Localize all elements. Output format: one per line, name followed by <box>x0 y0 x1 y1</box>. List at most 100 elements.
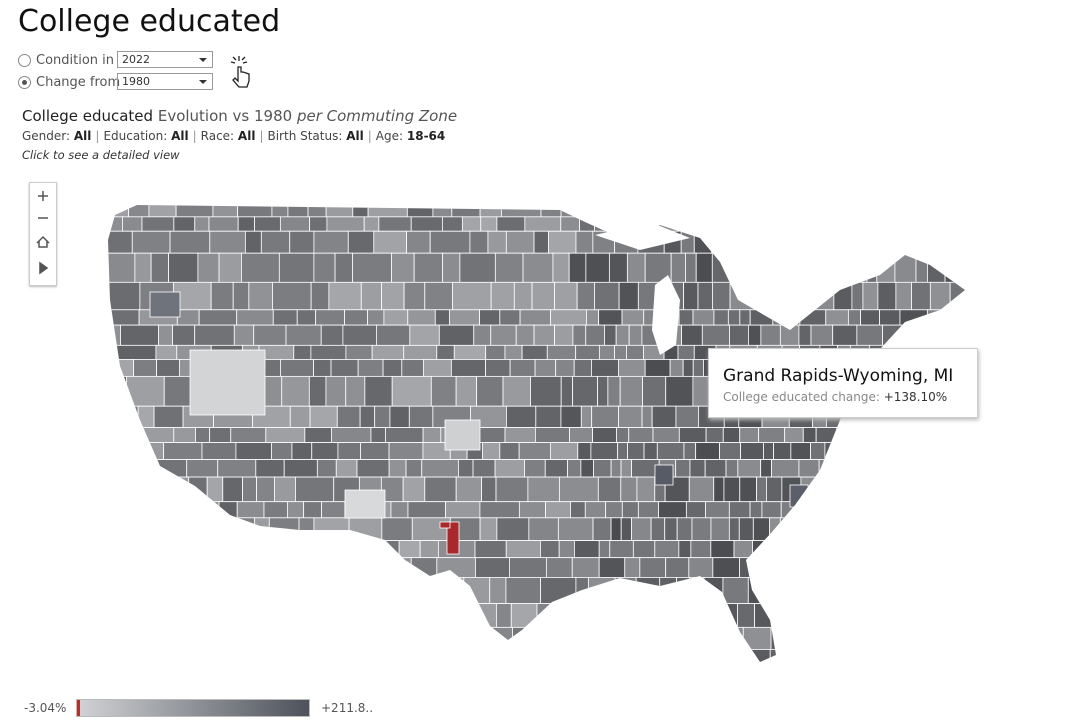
region[interactable] <box>896 603 925 628</box>
region[interactable] <box>598 603 611 628</box>
region[interactable] <box>701 324 730 346</box>
region[interactable] <box>747 195 766 218</box>
region[interactable] <box>339 603 380 628</box>
region[interactable] <box>567 459 582 478</box>
region[interactable] <box>378 216 412 232</box>
region[interactable] <box>351 557 372 578</box>
region[interactable] <box>792 252 808 283</box>
region[interactable] <box>664 517 678 541</box>
region[interactable] <box>378 603 409 628</box>
region[interactable] <box>100 540 126 559</box>
region[interactable] <box>505 577 541 605</box>
region[interactable] <box>536 603 557 628</box>
region[interactable] <box>866 252 878 283</box>
region[interactable] <box>909 459 938 478</box>
region[interactable] <box>952 517 980 541</box>
region[interactable] <box>637 603 654 628</box>
region[interactable] <box>572 324 587 346</box>
region[interactable] <box>156 517 178 541</box>
region[interactable] <box>731 230 745 254</box>
region[interactable] <box>545 501 571 519</box>
region[interactable] <box>703 577 724 605</box>
region[interactable] <box>116 476 154 503</box>
region[interactable] <box>186 540 224 559</box>
region[interactable] <box>803 517 816 541</box>
region[interactable] <box>410 557 438 578</box>
region[interactable] <box>774 252 794 283</box>
region[interactable] <box>845 557 874 578</box>
region[interactable] <box>727 309 741 326</box>
region[interactable] <box>293 344 312 360</box>
region[interactable] <box>836 540 857 559</box>
region[interactable] <box>824 557 847 578</box>
region[interactable] <box>949 281 974 311</box>
region[interactable] <box>413 252 444 283</box>
region[interactable] <box>502 375 531 407</box>
region[interactable] <box>675 405 699 428</box>
region[interactable] <box>755 281 775 311</box>
region[interactable] <box>374 405 391 428</box>
region[interactable] <box>597 476 622 503</box>
region[interactable] <box>534 359 557 377</box>
region[interactable] <box>598 309 623 326</box>
region[interactable] <box>218 501 238 519</box>
region[interactable] <box>518 442 551 460</box>
region[interactable] <box>205 577 243 605</box>
region[interactable] <box>100 459 118 478</box>
region[interactable] <box>584 501 607 519</box>
region[interactable] <box>721 195 737 218</box>
region[interactable] <box>739 427 760 443</box>
region[interactable] <box>959 577 974 605</box>
region[interactable] <box>313 517 350 541</box>
region[interactable] <box>963 501 985 519</box>
region[interactable] <box>713 309 729 326</box>
region[interactable] <box>445 603 465 628</box>
region[interactable] <box>576 195 602 218</box>
region[interactable] <box>897 216 910 232</box>
region[interactable] <box>489 577 507 605</box>
region[interactable] <box>479 501 520 519</box>
region[interactable] <box>496 216 526 232</box>
region[interactable] <box>572 375 598 407</box>
region[interactable] <box>763 557 780 578</box>
region[interactable] <box>862 281 879 311</box>
region[interactable] <box>915 230 931 254</box>
region[interactable] <box>685 252 697 283</box>
region[interactable] <box>920 501 948 519</box>
region[interactable] <box>928 626 953 650</box>
region[interactable] <box>429 603 446 628</box>
region[interactable] <box>100 476 118 503</box>
region[interactable] <box>728 501 751 519</box>
region[interactable] <box>856 230 868 254</box>
region[interactable] <box>913 195 942 218</box>
region[interactable] <box>158 324 173 346</box>
region[interactable] <box>152 603 179 628</box>
region[interactable] <box>705 501 730 519</box>
region[interactable] <box>100 442 137 460</box>
region[interactable] <box>236 649 251 674</box>
region[interactable] <box>894 252 917 283</box>
region[interactable] <box>168 252 199 283</box>
region[interactable] <box>370 427 386 443</box>
region[interactable] <box>499 442 520 460</box>
region[interactable] <box>700 195 723 218</box>
region[interactable] <box>186 459 219 478</box>
region[interactable] <box>236 309 274 326</box>
region[interactable] <box>309 405 338 428</box>
region[interactable] <box>533 324 555 346</box>
region[interactable] <box>930 216 959 232</box>
region[interactable] <box>364 540 400 559</box>
region[interactable] <box>356 459 390 478</box>
region[interactable] <box>524 459 546 478</box>
region[interactable] <box>528 517 559 541</box>
region[interactable] <box>410 216 443 232</box>
region[interactable] <box>389 405 410 428</box>
region[interactable] <box>522 252 554 283</box>
region[interactable] <box>291 442 313 460</box>
region[interactable] <box>398 540 421 559</box>
region[interactable] <box>710 517 730 541</box>
region[interactable] <box>863 195 879 218</box>
region[interactable] <box>976 325 999 345</box>
region[interactable] <box>137 405 155 428</box>
region[interactable] <box>150 252 169 283</box>
